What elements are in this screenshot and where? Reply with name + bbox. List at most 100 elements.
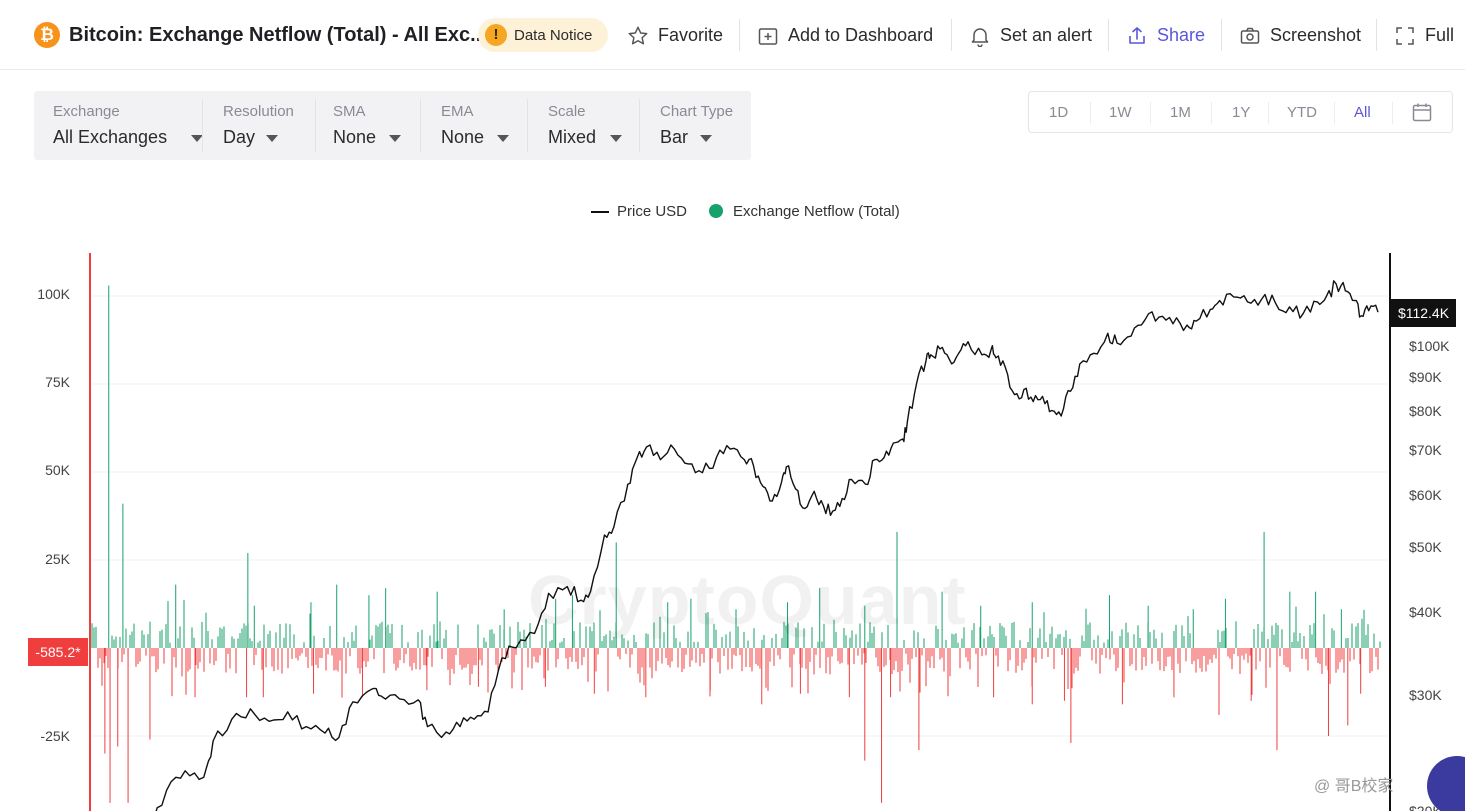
warning-icon: ! xyxy=(485,24,507,46)
fullscreen-label: Full xyxy=(1425,25,1455,45)
range-1w-button[interactable]: 1W xyxy=(1109,104,1132,121)
add-to-dashboard-label: Add to Dashboard xyxy=(788,25,934,45)
range-divider xyxy=(1392,102,1393,124)
favorite-label: Favorite xyxy=(658,25,724,45)
filter-divider xyxy=(639,99,640,152)
chevron-down-icon xyxy=(497,135,509,142)
chevron-down-icon xyxy=(700,135,712,142)
exchange-select[interactable]: Exchange All Exchanges xyxy=(53,91,203,160)
author-tag: @ 哥B校家 xyxy=(1314,778,1394,795)
sma-select[interactable]: SMA None xyxy=(333,91,413,160)
watermark: CryptoQuant xyxy=(528,561,967,639)
left-axis-tick: 50K xyxy=(45,462,70,478)
share-label: Share xyxy=(1157,25,1206,45)
header-divider xyxy=(1221,19,1222,51)
ema-select-label: EMA xyxy=(441,103,474,120)
price-line xyxy=(155,280,1379,811)
header-bar: ₿ Bitcoin: Exchange Netflow (Total) - Al… xyxy=(0,0,1465,70)
range-divider xyxy=(1090,102,1091,124)
current-netflow-badge: -585.2* xyxy=(28,638,88,666)
filter-divider xyxy=(202,99,203,152)
ema-select-value: None xyxy=(441,127,485,147)
star-icon xyxy=(628,26,648,45)
scale-select-label: Scale xyxy=(548,103,586,120)
current-price-badge: $112.4K xyxy=(1391,299,1456,327)
left-axis-tick: 100K xyxy=(37,286,70,302)
right-axis-tick: $40K xyxy=(1409,604,1442,620)
data-notice-label: Data Notice xyxy=(514,27,593,44)
left-axis-tick: -25K xyxy=(40,728,70,744)
chevron-down-icon xyxy=(191,135,203,142)
calendar-icon xyxy=(1412,103,1432,122)
sma-select-value: None xyxy=(333,127,377,147)
price-legend-label[interactable]: Price USD xyxy=(617,203,688,220)
header-divider xyxy=(1376,19,1377,51)
ema-select[interactable]: EMA None xyxy=(441,91,521,160)
fullscreen-icon xyxy=(1396,27,1414,45)
sma-select-label: SMA xyxy=(333,103,366,120)
left-axis-tick: 75K xyxy=(45,374,70,390)
filter-divider xyxy=(420,99,421,152)
left-axis-tick: 25K xyxy=(45,551,70,567)
page-title: Bitcoin: Exchange Netflow (Total) - All … xyxy=(69,24,487,46)
filter-divider xyxy=(527,99,528,152)
fullscreen-button[interactable]: Full xyxy=(1395,24,1465,48)
screenshot-button[interactable]: Screenshot xyxy=(1240,24,1365,48)
netflow-bars xyxy=(91,285,1381,803)
chart-settings-panel: Exchange All Exchanges Resolution Day SM… xyxy=(34,91,751,160)
right-axis-tick: $50K xyxy=(1409,539,1442,555)
right-axis-tick: $60K xyxy=(1409,487,1442,503)
range-all-button[interactable]: All xyxy=(1354,104,1371,121)
right-axis-tick: $70K xyxy=(1409,442,1442,458)
data-notice-button[interactable]: ! Data Notice xyxy=(478,18,608,52)
netflow-legend-label[interactable]: Exchange Netflow (Total) xyxy=(733,203,900,220)
bitcoin-logo-icon: ₿ xyxy=(34,22,60,48)
right-axis-tick: $30K xyxy=(1409,687,1442,703)
range-1y-button[interactable]: 1Y xyxy=(1232,104,1251,121)
range-divider xyxy=(1150,102,1151,124)
right-axis-tick: $90K xyxy=(1409,369,1442,385)
right-axis-tick: $20K xyxy=(1409,803,1442,811)
resolution-select[interactable]: Resolution Day xyxy=(223,91,313,160)
header-divider xyxy=(1108,19,1109,51)
range-ytd-button[interactable]: YTD xyxy=(1287,104,1317,121)
bell-icon xyxy=(971,28,989,47)
price-legend-line-icon xyxy=(591,211,609,213)
set-alert-button[interactable]: Set an alert xyxy=(970,24,1095,48)
exchange-select-value: All Exchanges xyxy=(53,127,168,147)
share-icon xyxy=(1129,27,1145,44)
scale-select[interactable]: Scale Mixed xyxy=(548,91,628,160)
filter-divider xyxy=(315,99,316,152)
share-button[interactable]: Share xyxy=(1127,24,1207,48)
gridlines xyxy=(92,295,1388,737)
range-1d-button[interactable]: 1D xyxy=(1049,104,1069,121)
header-divider xyxy=(739,19,740,51)
dashboard-add-icon xyxy=(758,28,778,45)
range-divider xyxy=(1334,102,1335,124)
camera-icon xyxy=(1240,27,1260,44)
right-axis-tick: $80K xyxy=(1409,403,1442,419)
calendar-button[interactable] xyxy=(1412,102,1432,126)
chevron-down-icon xyxy=(389,135,401,142)
add-to-dashboard-button[interactable]: Add to Dashboard xyxy=(758,24,938,48)
right-axis-tick: $100K xyxy=(1409,338,1450,354)
range-divider xyxy=(1211,102,1212,124)
scale-select-value: Mixed xyxy=(548,127,597,147)
resolution-select-value: Day xyxy=(223,127,256,147)
chevron-down-icon xyxy=(610,135,622,142)
chart-type-select-value: Bar xyxy=(660,127,689,147)
chart-type-select[interactable]: Chart Type Bar xyxy=(660,91,745,160)
time-range-selector: 1D 1W 1M 1Y YTD All xyxy=(1028,91,1453,133)
header-divider xyxy=(951,19,952,51)
resolution-select-label: Resolution xyxy=(223,103,294,120)
exchange-select-label: Exchange xyxy=(53,103,120,120)
range-divider xyxy=(1268,102,1269,124)
set-alert-label: Set an alert xyxy=(1000,25,1093,45)
screenshot-label: Screenshot xyxy=(1270,25,1362,45)
chart-type-select-label: Chart Type xyxy=(660,103,734,120)
range-1m-button[interactable]: 1M xyxy=(1170,104,1191,121)
netflow-legend-dot-icon xyxy=(709,204,723,218)
favorite-button[interactable]: Favorite xyxy=(627,24,727,48)
chevron-down-icon xyxy=(266,135,278,142)
